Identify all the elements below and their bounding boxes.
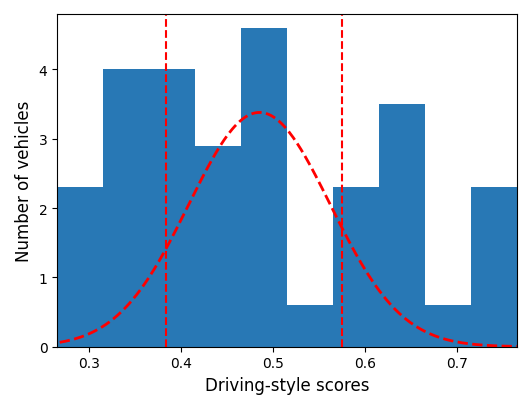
Bar <box>241 29 287 347</box>
Bar <box>333 188 379 347</box>
Y-axis label: Number of vehicles: Number of vehicles <box>15 101 33 261</box>
Bar <box>103 70 149 347</box>
Bar <box>149 70 195 347</box>
Bar <box>287 306 333 347</box>
Bar <box>379 105 425 347</box>
Bar <box>57 188 103 347</box>
Bar <box>195 146 241 347</box>
X-axis label: Driving-style scores: Driving-style scores <box>205 376 369 394</box>
Bar <box>471 188 517 347</box>
Bar <box>425 306 471 347</box>
